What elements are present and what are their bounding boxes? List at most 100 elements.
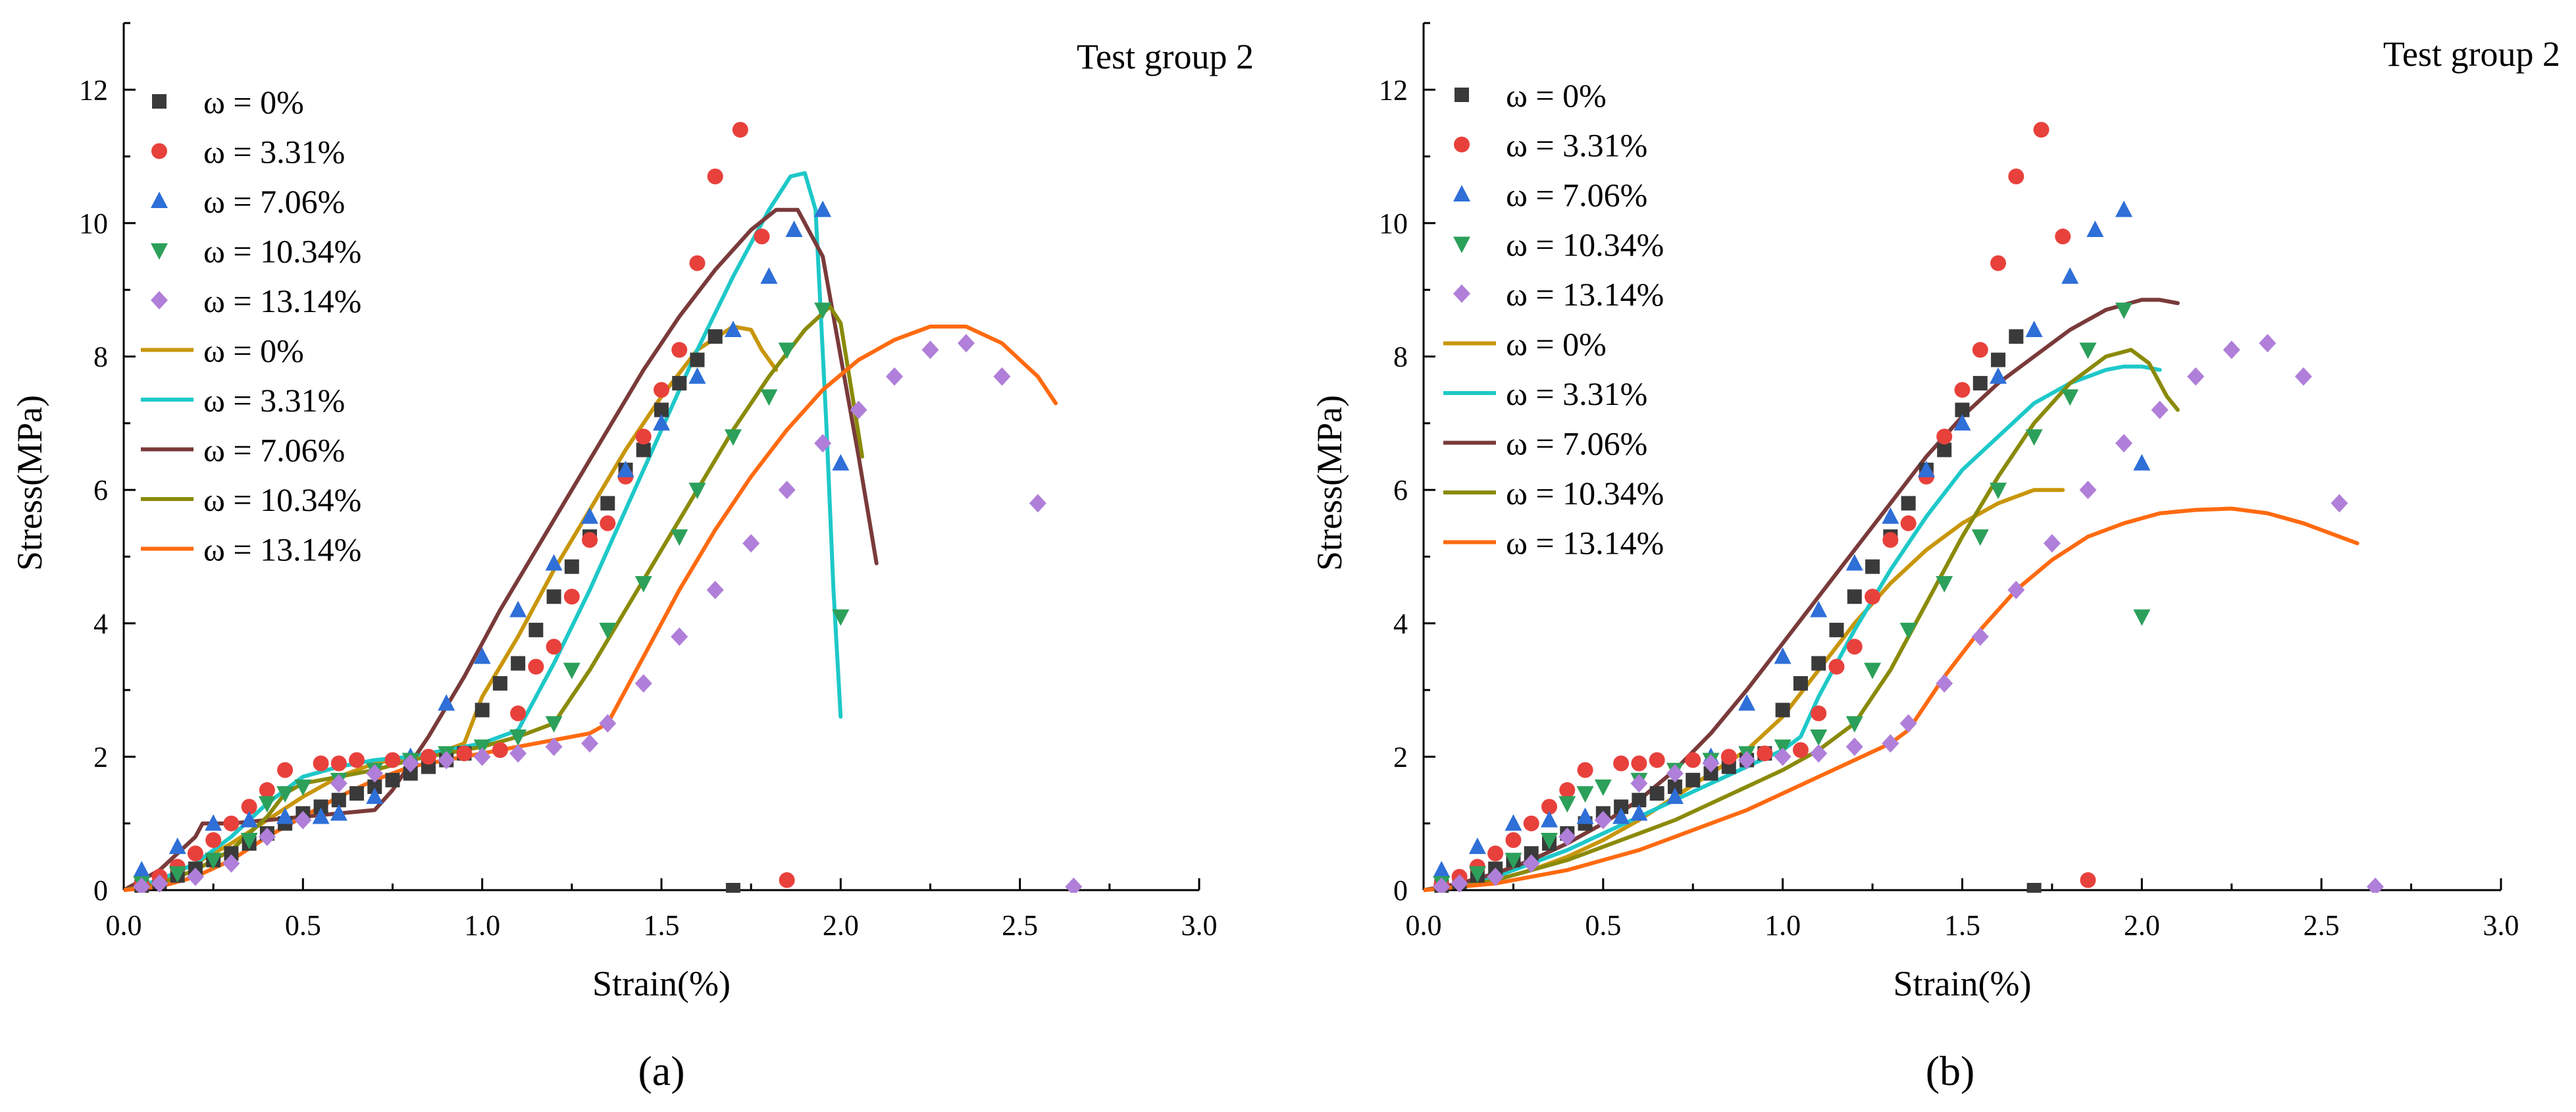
x-tick-label: 1.0 [464,909,500,941]
data-point [151,874,168,893]
data-point [1540,833,1558,850]
data-point [2009,329,2024,344]
data-point [785,221,803,238]
legend-marker [151,192,168,208]
data-point [1576,786,1594,803]
data-point [1632,793,1647,808]
data-point [634,575,652,593]
x-tick-label: 2.0 [2124,909,2160,941]
data-point [2026,883,2042,893]
legend-entry-scatter: ω = 0% [203,84,304,120]
x-tick-label: 1.5 [644,909,680,941]
data-point [366,764,384,783]
data-point [168,866,186,883]
data-point [1702,754,1720,773]
data-point [313,799,328,814]
data-point [492,675,507,691]
legend-entry-scatter: ω = 0% [1506,77,1607,114]
data-point [277,762,294,778]
data-point [2061,389,2079,406]
data-point [330,755,347,772]
data-point [1917,460,1935,477]
legend-entry-line: ω = 13.14% [1506,525,1664,562]
data-point [1433,877,1451,893]
legend-marker [151,143,167,159]
data-point [708,329,723,344]
data-point [1559,782,1576,799]
data-point [1558,796,1576,813]
data-point [760,389,778,406]
data-point [1865,559,1880,574]
data-point [1738,694,1756,711]
data-point [420,749,436,765]
data-point [1971,529,1989,546]
data-point [385,772,400,787]
legend-entry-line: ω = 3.31% [1506,375,1647,412]
legend-entry-line: ω = 10.34% [203,481,361,518]
data-point [754,228,770,245]
data-point [1594,779,1612,796]
data-point [1955,402,1970,417]
data-point [1864,662,1882,679]
data-point [2115,434,2133,453]
data-point [546,589,561,604]
data-point [1810,729,1828,746]
data-point [509,600,527,618]
data-point [187,845,203,862]
data-point [921,340,939,359]
panel-label: (a) [638,1047,684,1094]
chart-panel-b: 0.0 0.5 1.0 1.5 2.0 2.5 3.0 0 2 4 6 8 10 12 Strain(%) S… [1310,22,2560,1094]
data-point [707,169,723,185]
data-point [2223,340,2240,359]
data-point [331,793,346,808]
data-point [725,883,740,893]
x-tick-label: 0.0 [1406,909,1442,941]
data-point [706,581,724,600]
data-point [1541,799,1557,815]
data-point [778,342,796,359]
data-point [617,460,634,477]
data-point [1505,814,1522,831]
y-tick-label: 12 [79,74,108,106]
data-point [294,810,312,830]
data-point [2115,302,2133,319]
data-point [224,846,239,861]
y-tick-label: 8 [93,341,108,373]
legend: ω = 0% ω = 3.31% ω = 7.06% ω = 10.34% ω = 13… [141,84,361,568]
data-point [886,367,904,386]
data-point [1649,786,1664,801]
data-point [1505,832,1522,849]
data-point [1972,376,1988,391]
data-point [671,342,688,358]
data-point [2133,454,2151,471]
data-point [1667,779,1682,794]
y-tick-label: 0 [1393,874,1408,907]
data-point [2007,581,2025,600]
data-point [1738,751,1756,770]
data-point [511,656,526,671]
data-point [1757,745,1773,762]
data-point [401,754,419,773]
legend-entry-scatter: ω = 13.14% [203,282,361,319]
fit-line-series-4 [1424,506,2359,892]
data-point [1703,766,1718,781]
scatter-series-1 [134,122,795,893]
data-point [1811,656,1826,671]
x-tick-label: 2.0 [823,909,859,941]
data-point [313,755,329,772]
y-tick-label: 2 [1393,741,1408,773]
y-axis-title: Stress(MPa) [10,395,49,571]
data-point [205,832,222,849]
x-tick-label: 2.5 [1002,909,1038,941]
data-point [1505,853,1522,870]
data-point [760,267,778,284]
x-tick-label: 3.0 [2483,909,2519,941]
data-point [367,779,382,794]
data-point [473,747,491,766]
data-point [1433,860,1451,878]
data-point [1845,554,1863,571]
data-point [778,481,796,500]
data-point [832,609,850,626]
data-point [814,302,832,319]
legend-entry-scatter: ω = 7.06% [1506,176,1647,213]
